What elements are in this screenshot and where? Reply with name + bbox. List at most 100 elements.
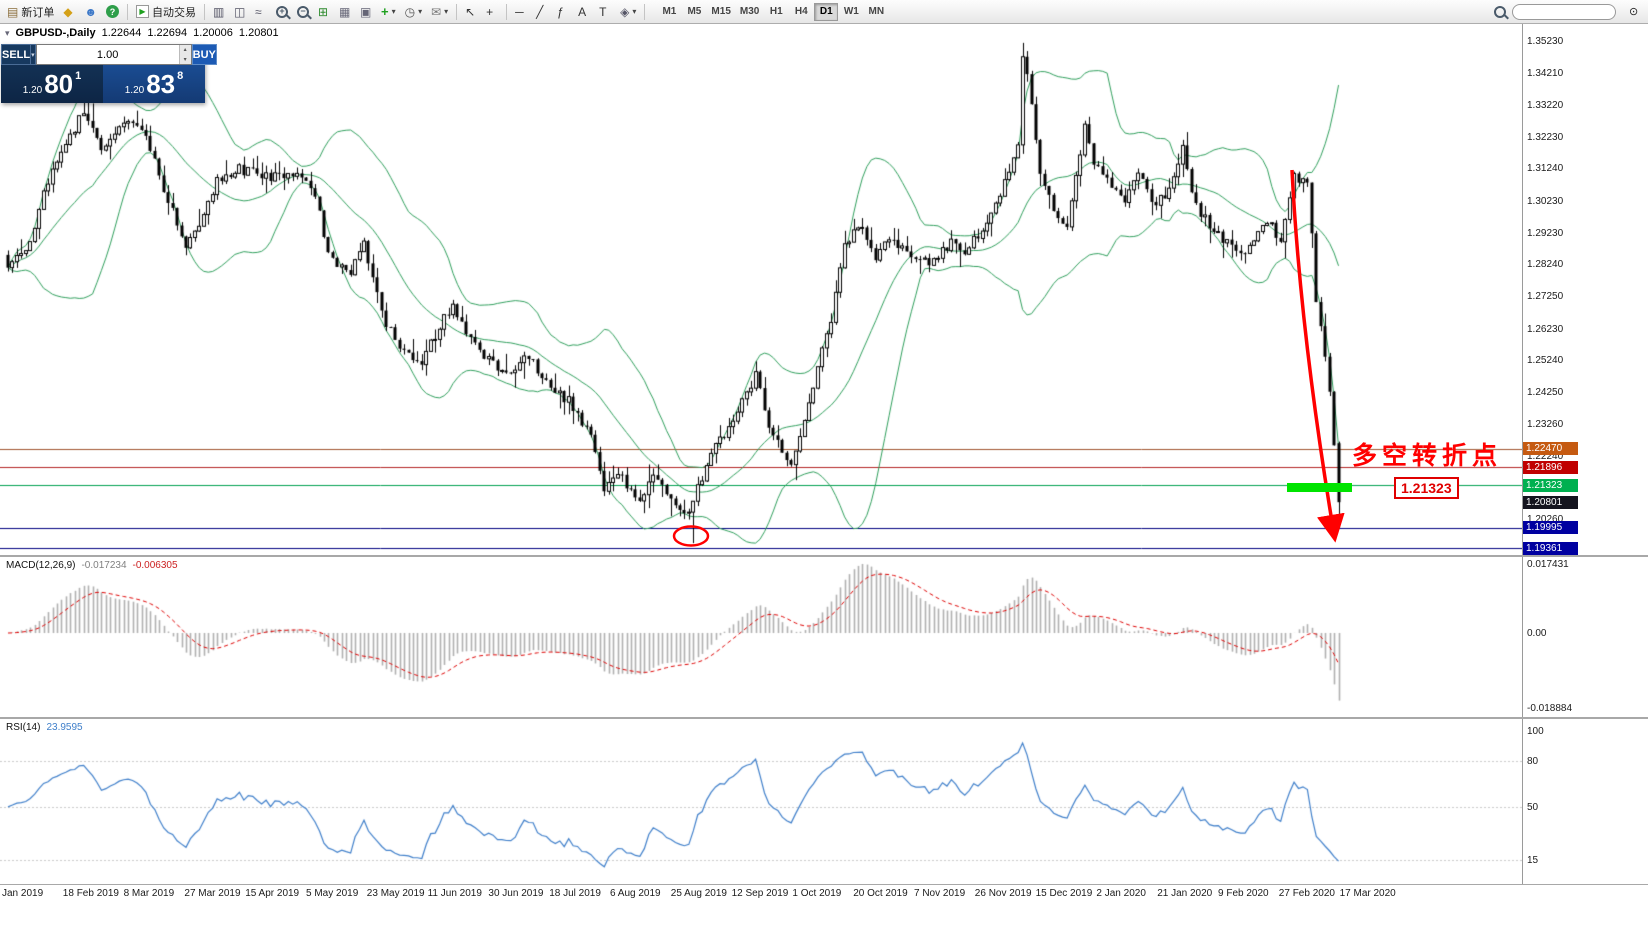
zoom-in-button[interactable]: + (272, 2, 292, 22)
timeframe-button-m1[interactable]: M1 (657, 3, 681, 21)
accounts-icon: ☻ (84, 4, 97, 19)
macd-panel-canvas[interactable] (0, 558, 1522, 716)
tile-windows-icon: ⊞ (317, 4, 329, 19)
price-scale-label: 1.34210 (1527, 68, 1564, 80)
crosshair-button[interactable]: + (482, 2, 502, 22)
toolbar-search (1494, 3, 1616, 20)
chart-bars-button[interactable]: ▥ (209, 2, 229, 22)
price-axis-separator[interactable] (1522, 24, 1523, 885)
zoom-in-icon: + (275, 5, 288, 18)
panel-separator[interactable] (0, 717, 1648, 719)
timeframe-button-m15[interactable]: M15 (707, 3, 734, 21)
new-order-button[interactable]: ▤ 新订单 (3, 2, 58, 22)
auto-trading-button[interactable]: ▶ 自动交易 (132, 2, 200, 22)
arrange-windows-button[interactable]: ▦ (335, 2, 355, 22)
buy-quote[interactable]: 1.20 83 8 (103, 65, 205, 103)
market-watch-icon: ◆ (63, 4, 73, 19)
date-label: 17 Mar 2020 (1339, 888, 1396, 899)
hline-tool-button[interactable]: ─ (511, 2, 531, 22)
panel-separator[interactable] (0, 555, 1648, 557)
trendline-tool-icon: ╱ (536, 4, 544, 19)
price-scale-label: 1.27250 (1527, 290, 1564, 302)
current-price-badge[interactable]: 1.20801 (1523, 495, 1578, 509)
buy-button[interactable]: BUY (191, 44, 217, 65)
accounts-button[interactable]: ☻ (80, 2, 101, 22)
date-label: 18 Jul 2019 (549, 888, 601, 899)
collapse-trade-panel-icon[interactable]: ▾ (5, 27, 10, 38)
sell-button[interactable]: SELL (1, 44, 32, 65)
date-label: 25 Aug 2019 (670, 888, 727, 899)
trendline-tool-button[interactable]: ╱ (532, 2, 552, 22)
timeframe-button-d1[interactable]: D1 (814, 2, 839, 21)
chevron-down-icon: ▾ (444, 7, 449, 16)
macd-value-signal: -0.006305 (132, 560, 178, 571)
price-scale-label: 1.26230 (1527, 323, 1564, 335)
date-label: 9 Feb 2020 (1218, 888, 1269, 899)
templates-button[interactable]: ✉ ▾ (427, 2, 452, 22)
date-label: 6 Aug 2019 (610, 888, 661, 899)
buy-quote-prefix: 1.20 (124, 85, 145, 96)
price-callout[interactable]: 1.21323 (1394, 477, 1459, 499)
price-line-badge[interactable]: 1.21896 (1523, 460, 1578, 474)
templates-icon: ✉ (431, 4, 442, 19)
toolbar-separator (203, 3, 205, 20)
spin-down-icon[interactable]: ▾ (178, 54, 191, 64)
cursor-icon: ↖ (465, 4, 476, 19)
toolbar-separator (126, 3, 128, 20)
date-label: 8 Mar 2019 (123, 888, 175, 899)
rsi-scale-label: 50 (1527, 801, 1539, 813)
spin-up-icon[interactable]: ▴ (178, 45, 191, 55)
shapes-tool-button[interactable]: ◈ ▾ (616, 2, 640, 22)
search-input[interactable] (1512, 3, 1616, 20)
timeframe-button-h4[interactable]: H4 (789, 3, 813, 21)
turning-point-label[interactable]: 多空转折点 (1352, 442, 1503, 470)
volume-input[interactable] (36, 45, 179, 64)
support-highlight-bar[interactable] (1287, 483, 1352, 492)
tile-windows-button[interactable]: ⊞ (314, 2, 334, 22)
help-button[interactable]: ? (102, 2, 123, 22)
macd-title: MACD(12,26,9) (6, 560, 76, 571)
macd-scale-label: 0.017431 (1527, 559, 1569, 570)
text-tool-button[interactable]: A (574, 2, 594, 22)
date-label: 23 May 2019 (366, 888, 425, 899)
chart-line-button[interactable]: ≈ (251, 2, 271, 22)
timeframe-button-h1[interactable]: H1 (764, 3, 788, 21)
chart-candles-button[interactable]: ◫ (230, 2, 250, 22)
toolbar-separator (456, 3, 458, 20)
timeframe-button-w1[interactable]: W1 (839, 3, 863, 21)
sell-quote[interactable]: 1.20 80 1 (1, 65, 103, 103)
price-line-badge[interactable]: 1.21323 (1523, 478, 1578, 492)
panel-separator[interactable] (0, 884, 1648, 885)
price-scale-label: 1.25240 (1527, 355, 1564, 367)
date-label: Jan 2019 (2, 888, 44, 899)
toolbar-separator (506, 3, 508, 20)
cascade-windows-button[interactable]: ▣ (356, 2, 376, 22)
volume-spinner[interactable]: ▴ ▾ (178, 45, 191, 64)
new-chart-button[interactable]: + ▾ (377, 2, 400, 22)
symbol-title: GBPUSD-,Daily (15, 27, 96, 39)
price-line-badge[interactable]: 1.19361 (1523, 541, 1578, 555)
price-line-badge[interactable]: 1.19995 (1523, 521, 1578, 535)
price-scale-label: 1.30230 (1527, 195, 1564, 207)
bottom-strip (0, 901, 1648, 946)
quick-help-button[interactable]: ⊙ (1625, 2, 1645, 22)
quote-row: 1.20 80 1 1.20 83 8 (1, 65, 205, 103)
price-scale-label: 1.32230 (1527, 131, 1564, 143)
volume-preset-caret[interactable]: ▾ (31, 44, 36, 65)
date-label: 26 Nov 2019 (974, 888, 1032, 899)
timeframe-button-m30[interactable]: M30 (736, 3, 763, 21)
label-tool-button[interactable]: T (595, 2, 615, 22)
market-watch-button[interactable]: ◆ (59, 2, 79, 22)
price-line-badge[interactable]: 1.22470 (1523, 442, 1578, 456)
timeframe-button-mn[interactable]: MN (864, 3, 888, 21)
new-chart-icon: + (380, 4, 389, 19)
fibonacci-tool-button[interactable]: ƒ (553, 2, 573, 22)
timeframe-button-m5[interactable]: M5 (682, 3, 706, 21)
rsi-scale-label: 15 (1527, 855, 1539, 867)
main-chart-canvas[interactable] (0, 24, 1522, 555)
rsi-panel-canvas[interactable] (0, 720, 1522, 883)
cursor-button[interactable]: ↖ (461, 2, 481, 22)
periods-button[interactable]: ◷ ▾ (401, 2, 427, 22)
zoom-out-button[interactable]: − (293, 2, 313, 22)
